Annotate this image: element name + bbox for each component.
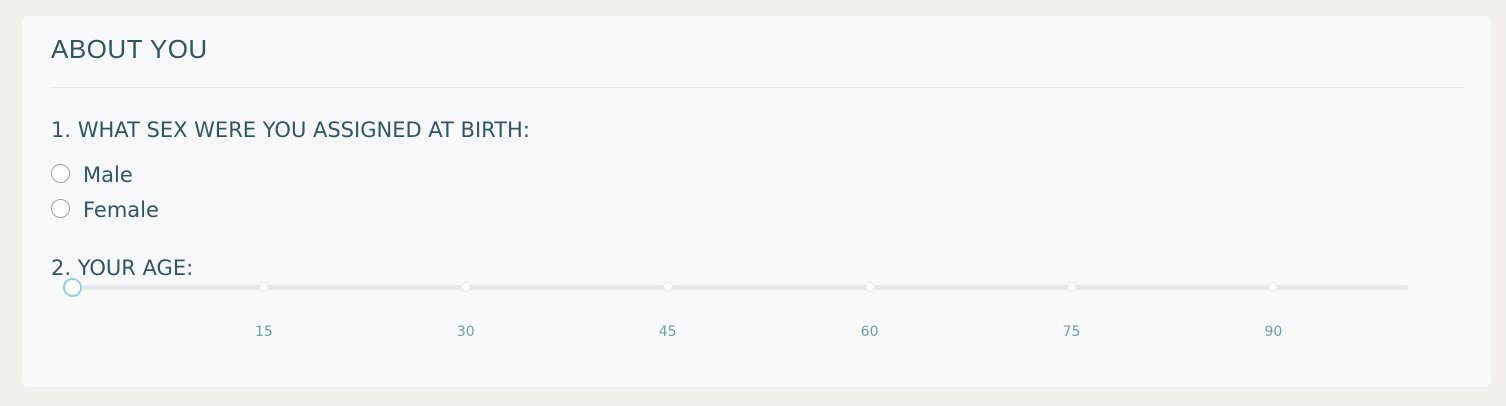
age-slider-thumb[interactable]	[62, 278, 82, 297]
age-tick-label-15: 15	[254, 324, 273, 340]
radio-option-female[interactable]: Female	[51, 196, 159, 224]
age-tick-label-90: 90	[1264, 324, 1283, 340]
age-slider[interactable]	[62, 278, 1408, 298]
age-slider-tick-60	[864, 282, 875, 292]
about-you-card: ABOUT YOU 1. WHAT SEX WERE YOU ASSIGNED …	[22, 16, 1491, 387]
radio-female-label[interactable]: Female	[83, 198, 159, 222]
age-slider-tick-15	[258, 282, 269, 292]
age-slider-tick-75	[1066, 282, 1077, 292]
section-title: ABOUT YOU	[51, 34, 208, 64]
age-tick-label-60: 60	[860, 324, 879, 340]
question-age-label: 2. YOUR AGE:	[51, 256, 194, 280]
radio-male-circle[interactable]	[51, 163, 70, 183]
age-tick-label-45: 45	[658, 324, 677, 340]
age-slider-tick-90	[1268, 282, 1279, 292]
age-tick-label-30: 30	[456, 324, 475, 340]
question-sex-label: 1. WHAT SEX WERE YOU ASSIGNED AT BIRTH:	[51, 118, 530, 142]
age-slider-tick-30	[460, 282, 471, 292]
age-tick-label-75: 75	[1062, 324, 1081, 340]
age-slider-tick-45	[662, 282, 673, 292]
radio-male-label[interactable]: Male	[83, 163, 133, 187]
section-divider	[51, 87, 1464, 88]
age-slider-track[interactable]	[62, 285, 1408, 290]
radio-female-circle[interactable]	[51, 198, 70, 218]
radio-option-male[interactable]: Male	[51, 161, 133, 189]
